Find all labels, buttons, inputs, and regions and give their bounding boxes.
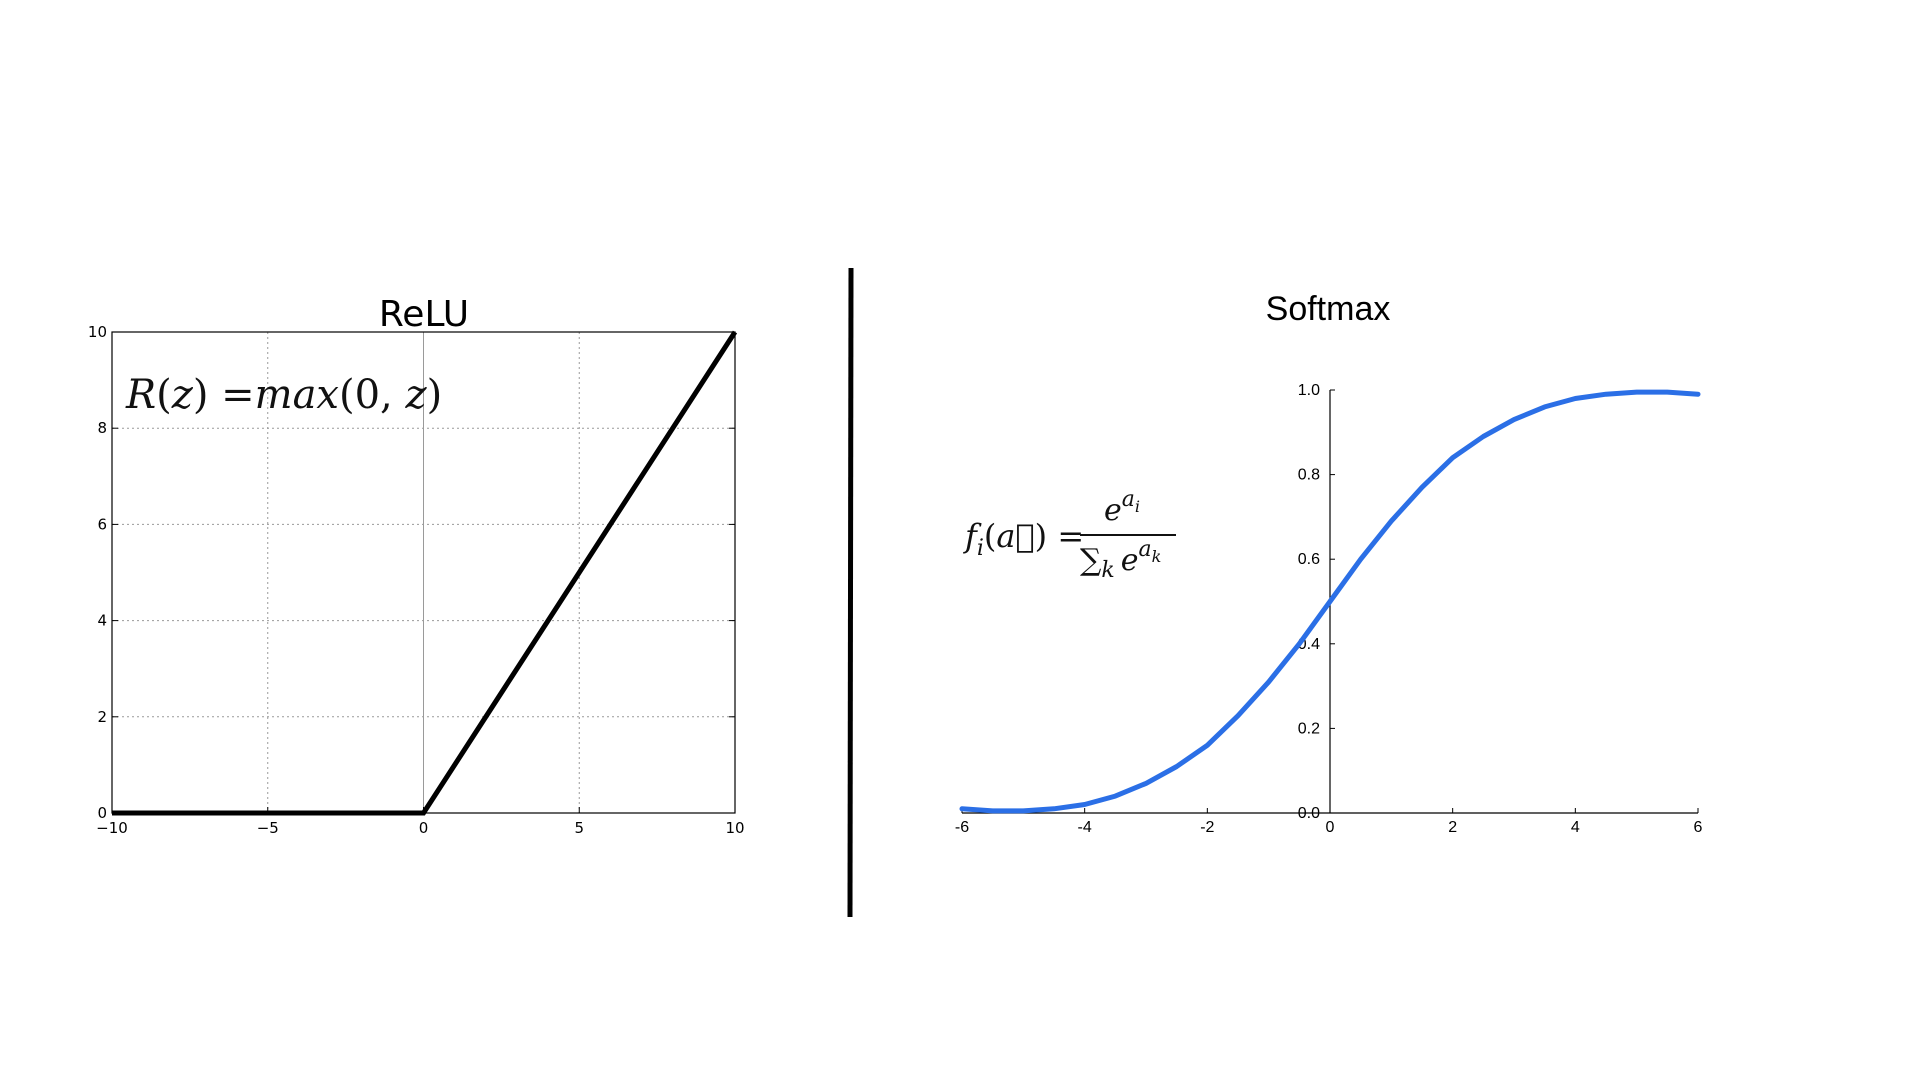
relu-y-tick-label: 4 [97, 612, 107, 630]
softmax-y-tick-label: 0.6 [1298, 551, 1320, 568]
softmax-y-tick-label: 0.8 [1298, 467, 1320, 484]
softmax-formula: fi(a⃗) = eai ∑k eak [963, 487, 1176, 583]
softmax-formula-lhs: fi(a⃗) = [963, 517, 1084, 561]
relu-series [112, 330, 738, 816]
relu-axis-ticks: −10 −5 0 5 10 0 2 4 6 8 10 [88, 323, 745, 837]
softmax-y-tick-label: 1.0 [1298, 382, 1320, 399]
softmax-x-tick-label: 2 [1448, 819, 1457, 836]
relu-x-tick-label: −5 [257, 819, 279, 837]
softmax-curve [959, 389, 1701, 814]
relu-y-tick-label: 8 [97, 419, 107, 437]
relu-annotation: R(z) =max(0, z) [125, 372, 442, 418]
softmax-formula-numerator: eai [1104, 487, 1140, 528]
softmax-chart-title: Softmax [1266, 290, 1391, 328]
relu-x-tick-label: −10 [96, 819, 128, 837]
relu-y-tick-label: 10 [88, 323, 107, 341]
softmax-y-tick-label: 0.0 [1298, 805, 1320, 822]
softmax-chart: Softmax -6 -4 -2 0 2 4 60.00.20.40.60.81.0 fi(… [955, 290, 1703, 836]
relu-x-tick-label: 10 [725, 819, 744, 837]
relu-y-tick-label: 6 [97, 515, 107, 533]
vertical-divider [847, 267, 854, 918]
relu-chart-title: ReLU [379, 294, 469, 335]
relu-chart: ReLU −10 −5 0 5 10 0 2 4 6 8 10 R(z) =max(0, z) [88, 294, 745, 837]
softmax-x-tick-label: -6 [955, 819, 969, 836]
relu-x-tick-label: 0 [419, 819, 429, 837]
softmax-x-tick-label: -2 [1200, 819, 1214, 836]
softmax-x-tick-label: 6 [1694, 819, 1703, 836]
softmax-y-tick-label: 0.2 [1298, 720, 1320, 737]
softmax-x-tick-label: 4 [1571, 819, 1580, 836]
relu-x-tick-label: 5 [574, 819, 584, 837]
relu-y-tick-label: 0 [97, 804, 107, 822]
relu-line [112, 330, 738, 816]
softmax-x-tick-label: 0 [1326, 819, 1335, 836]
softmax-series [959, 389, 1701, 814]
softmax-formula-denominator: ∑k eak [1080, 537, 1161, 583]
relu-y-tick-label: 2 [97, 708, 107, 726]
softmax-axis-ticks: -6 -4 -2 0 2 4 60.00.20.40.60.81.0 [955, 382, 1703, 836]
softmax-x-tick-label: -4 [1078, 819, 1092, 836]
